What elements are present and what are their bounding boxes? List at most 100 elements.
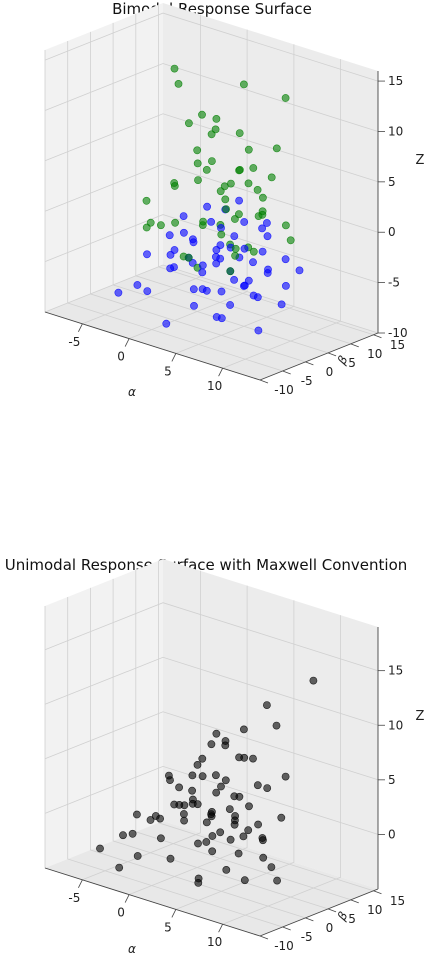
data-point (216, 187, 225, 196)
x-tick-mark (78, 879, 83, 889)
data-point (212, 115, 221, 123)
y-tick-label: 15 (390, 894, 405, 908)
data-point (207, 807, 216, 816)
data-point (188, 795, 197, 804)
y-tick-label: -10 (274, 383, 294, 397)
z-tick-label: 15 (388, 74, 403, 88)
gridline-y (112, 578, 329, 910)
data-point (262, 219, 271, 227)
y-tick-mark (350, 343, 359, 348)
x-axis-line (44, 311, 261, 381)
data-point (166, 854, 175, 863)
data-point (194, 874, 203, 883)
scatter-plot-bimodal: Bimodal Response Surface -5 0 5 10 -10 -5 0 5 10… (0, 0, 424, 430)
gridline-x (222, 615, 342, 925)
data-point (114, 288, 123, 297)
data-point (245, 802, 253, 811)
y-tick-mark (305, 917, 314, 922)
data-point (190, 301, 198, 310)
x-tick-mark (218, 367, 223, 377)
x-tick-label: 10 (207, 935, 222, 949)
data-point (249, 291, 258, 300)
data-point (226, 301, 234, 309)
data-point (240, 876, 249, 885)
gridline-x (128, 585, 248, 895)
data-point (189, 238, 198, 247)
y-tick-label: 5 (348, 912, 356, 926)
gridline-z (44, 602, 379, 672)
data-point (198, 110, 206, 119)
data-point (235, 792, 244, 801)
z-tick-label: -10 (388, 326, 408, 340)
data-point (162, 319, 171, 328)
x-tick-mark (171, 909, 177, 918)
data-point (143, 250, 151, 259)
gridline-z (44, 264, 379, 334)
x-tick-label: 5 (164, 364, 172, 378)
data-point (234, 849, 243, 858)
data-point (249, 164, 258, 172)
gridline-y (158, 560, 374, 892)
data-point (202, 838, 211, 846)
chart-title: Unimodal Response Surface with Maxwell C… (5, 556, 408, 574)
data-point (203, 202, 211, 211)
z-tick-label: 10 (388, 718, 403, 732)
data-point (208, 847, 217, 856)
data-point (286, 236, 295, 245)
data-point (128, 829, 137, 838)
data-point (217, 314, 226, 323)
data-point (170, 182, 179, 190)
y-tick-label: 10 (367, 347, 382, 361)
data-point (207, 130, 216, 139)
data-point (194, 176, 202, 184)
y-tick-mark (282, 370, 291, 375)
data-point (272, 721, 281, 730)
data-point (142, 196, 151, 205)
data-point (281, 221, 290, 230)
data-point (151, 812, 160, 820)
y-axis-line (259, 332, 379, 381)
y-tick-mark (327, 352, 337, 357)
data-point (239, 832, 248, 841)
gridline-y (90, 587, 306, 919)
data-point (198, 772, 207, 781)
data-point (240, 281, 249, 290)
data-point (231, 812, 239, 820)
data-point (262, 701, 271, 709)
data-point (119, 831, 127, 840)
data-point (96, 844, 104, 853)
data-point (240, 244, 249, 253)
gridline-z (44, 163, 379, 233)
data-point (133, 281, 142, 289)
y-tick-mark (350, 899, 359, 904)
data-point (226, 835, 235, 844)
data-point (249, 258, 257, 267)
data-point (244, 145, 253, 154)
data-point (258, 224, 266, 233)
y-tick-mark (282, 926, 291, 931)
data-point (277, 813, 286, 822)
data-point (231, 244, 240, 253)
scatter-plot-unimodal: Unimodal Response Surface with Maxwell C… (0, 540, 424, 970)
data-point (189, 285, 198, 294)
y-tick-label: -10 (274, 939, 294, 953)
data-point (240, 753, 249, 762)
y-tick-label: 0 (326, 921, 334, 935)
data-point (202, 818, 211, 827)
data-point (244, 179, 253, 188)
data-point (198, 261, 207, 270)
pane-floor (45, 821, 378, 936)
data-point (230, 275, 238, 284)
data-point (235, 129, 244, 137)
x-tick-label: 0 (117, 350, 125, 364)
data-point (212, 788, 221, 797)
data-point (263, 784, 272, 792)
y-tick-label: 0 (326, 365, 334, 379)
data-point (230, 215, 239, 223)
data-point (258, 247, 267, 256)
data-point (156, 834, 165, 843)
gridline-x (82, 570, 201, 881)
data-point (194, 839, 202, 848)
data-point (171, 218, 179, 227)
plot-svg-unimodal: Unimodal Response Surface with Maxwell C… (5, 556, 424, 956)
